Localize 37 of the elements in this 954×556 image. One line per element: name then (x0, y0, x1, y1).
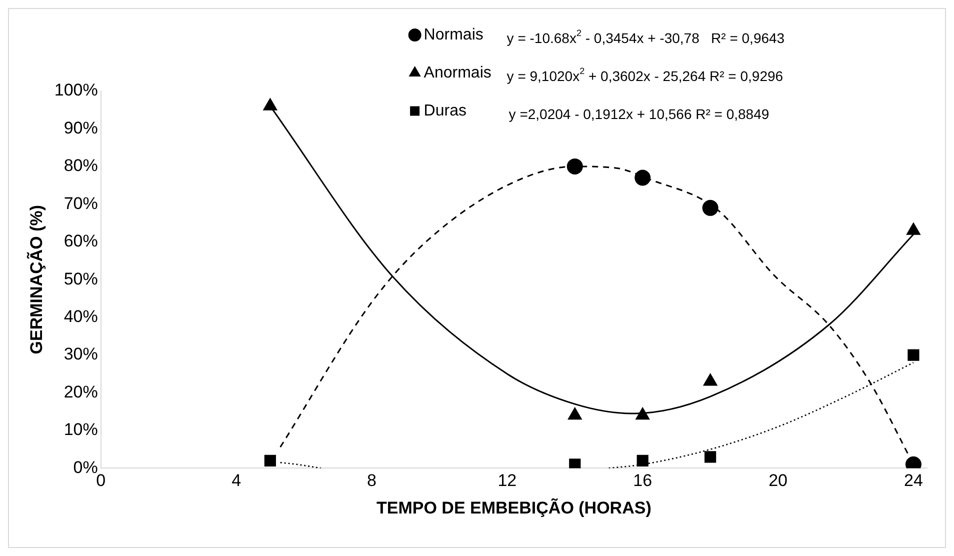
point (566, 158, 583, 174)
y-tick-label: 10% (64, 420, 98, 440)
legend-label: Normais (424, 26, 484, 44)
point (702, 200, 718, 216)
x-tick-label: 24 (904, 471, 923, 490)
y-tick-label: 70% (64, 194, 98, 213)
point (264, 454, 276, 466)
x-tick-label: 12 (498, 471, 517, 490)
y-tick-label: 100% (54, 80, 98, 100)
legend-label: Anormais (424, 64, 492, 82)
x-tick-label: 20 (768, 471, 788, 490)
x-tick-label: 0 (96, 471, 106, 490)
point (634, 170, 651, 186)
y-tick-label: 50% (64, 269, 98, 288)
y-tick-label: 0% (73, 458, 98, 477)
point (568, 407, 582, 420)
y-tick-label: 20% (64, 382, 98, 402)
point (906, 222, 920, 235)
point (636, 407, 650, 420)
y-tick-label: 60% (64, 232, 98, 251)
legend-label: Duras (424, 102, 466, 120)
y-tick-label: 80% (64, 156, 98, 176)
x-axis-title: TEMPO DE EMBEBIÇÃO (HORAS) (376, 497, 652, 518)
x-tick-label: 8 (367, 471, 376, 490)
y-tick-label: 30% (64, 344, 98, 364)
point (704, 451, 716, 463)
x-tick-label: 4 (232, 471, 242, 490)
y-tick-label: 90% (64, 118, 98, 138)
point (703, 373, 718, 386)
y-axis-title: GERMINAÇÃO (%) (26, 204, 46, 354)
point (569, 458, 581, 468)
annotation: y =2,0204 - 0,1912x + 10,566 R² = 0,8849 (508, 106, 770, 122)
point (636, 454, 648, 466)
point (263, 98, 278, 110)
point (908, 349, 920, 361)
x-tick-label: 16 (633, 471, 652, 490)
y-tick-label: 40% (64, 307, 98, 326)
